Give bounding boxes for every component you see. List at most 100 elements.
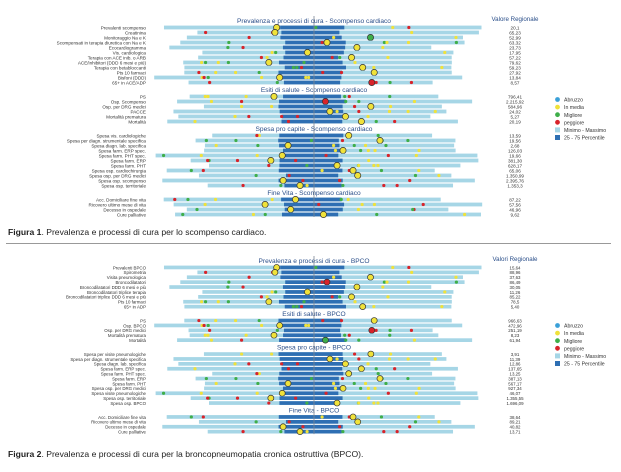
regional-value: 57,56 [509, 202, 521, 207]
region-dot [347, 333, 351, 337]
regional-value: 15,64 [510, 265, 522, 270]
legend-label: peggiore [564, 346, 584, 352]
region-dot [214, 381, 218, 386]
region-dot [338, 295, 342, 299]
abruzzo-marker [376, 137, 384, 144]
regional-value: 24,02 [509, 109, 521, 114]
region-dot [393, 119, 397, 124]
region-dot [338, 55, 342, 60]
region-dot [388, 333, 392, 337]
percentile-bar [281, 366, 343, 371]
legend-label: 25 - 75 Percentile [564, 362, 605, 368]
legend-label: Abruzzo [564, 98, 583, 104]
region-dot [226, 60, 230, 65]
abruzzo-marker [320, 211, 327, 218]
region-dot [340, 376, 345, 381]
region-dot [454, 280, 458, 284]
regional-value: 13,25 [510, 371, 522, 376]
abruzzo-marker [353, 283, 361, 291]
regional-value: 59,23 [509, 65, 521, 70]
caption-figure-2: Figura 2. Prevalenza e processi di cura … [8, 449, 363, 459]
region-dot [275, 328, 279, 332]
region-dot [384, 143, 388, 148]
regional-value: 927,34 [508, 386, 522, 391]
legend-marker [555, 323, 560, 328]
percentile-bar [281, 30, 340, 35]
row-label: Spesa visite pneumologiche [91, 391, 146, 396]
region-dot [251, 212, 256, 217]
abruzzo-marker [370, 69, 378, 76]
region-dot [353, 300, 357, 304]
abruzzo-marker [279, 423, 287, 431]
region-dot [216, 300, 220, 304]
region-dot [202, 323, 206, 328]
regional-value: 89,21 [510, 420, 522, 425]
region-dot [340, 138, 345, 143]
percentile-bar [278, 138, 339, 143]
percentile-bar [283, 55, 339, 60]
region-dot [254, 420, 258, 424]
percentile-bar [279, 133, 344, 138]
row-label: PS [140, 94, 146, 99]
percentile-bar [281, 212, 339, 217]
region-dot [357, 401, 361, 405]
percentile-bar [281, 119, 343, 124]
region-dot [295, 65, 299, 70]
region-dot [260, 75, 264, 80]
region-dot [395, 183, 399, 188]
region-dot [454, 275, 458, 279]
region-dot [352, 381, 356, 386]
region-dot [373, 148, 377, 153]
row-label: Cure palliative [118, 429, 146, 434]
percentile-bar [279, 357, 344, 361]
row-label: Cure palliative [117, 212, 147, 217]
row-label: Osp. per DRG medici [102, 104, 146, 109]
region-dot [305, 401, 309, 405]
region-dot [216, 60, 220, 65]
regional-value: 13,84 [509, 75, 521, 80]
region-dot [299, 65, 304, 70]
abruzzo-marker [333, 162, 341, 169]
region-dot [372, 163, 376, 168]
region-dot [173, 197, 177, 202]
regional-value: 86,49 [510, 280, 522, 285]
row-label: Ricovero ultimo mese di vita [89, 202, 147, 207]
region-dot [193, 119, 197, 124]
region-dot [388, 328, 392, 332]
regional-value: 472,96 [508, 323, 522, 328]
abruzzo-marker [367, 34, 374, 41]
region-dot [421, 202, 425, 207]
region-dot [203, 202, 207, 207]
regional-value: 19,56 [509, 138, 521, 143]
percentile-bar [279, 401, 340, 405]
region-dot [233, 114, 237, 119]
abruzzo-marker [326, 108, 334, 115]
region-dot [382, 280, 386, 284]
row-label: PS [140, 318, 146, 323]
legend-label: In media [564, 105, 584, 111]
region-dot [270, 290, 274, 294]
percentile-bar [285, 280, 346, 284]
region-dot [294, 396, 298, 400]
regional-value: 57,22 [509, 55, 521, 60]
abruzzo-marker [270, 93, 278, 100]
region-dot [411, 207, 415, 212]
region-dot [388, 104, 393, 109]
regional-value: 30,05 [510, 285, 522, 290]
region-dot [279, 183, 283, 188]
abruzzo-marker [349, 167, 357, 174]
legend-marker [555, 112, 560, 118]
abruzzo-marker [353, 44, 361, 51]
abruzzo-marker [339, 147, 347, 154]
region-dot [440, 305, 444, 309]
region-dot [208, 328, 212, 332]
region-dot [321, 70, 325, 75]
row-label: Spesa osp. per DRG medici [89, 173, 146, 178]
region-dot [374, 80, 378, 85]
region-dot [301, 425, 305, 429]
region-dot [376, 133, 380, 138]
abruzzo-marker [323, 39, 331, 46]
region-dot [240, 104, 244, 109]
region-dot [201, 415, 205, 419]
region-dot [324, 153, 328, 158]
